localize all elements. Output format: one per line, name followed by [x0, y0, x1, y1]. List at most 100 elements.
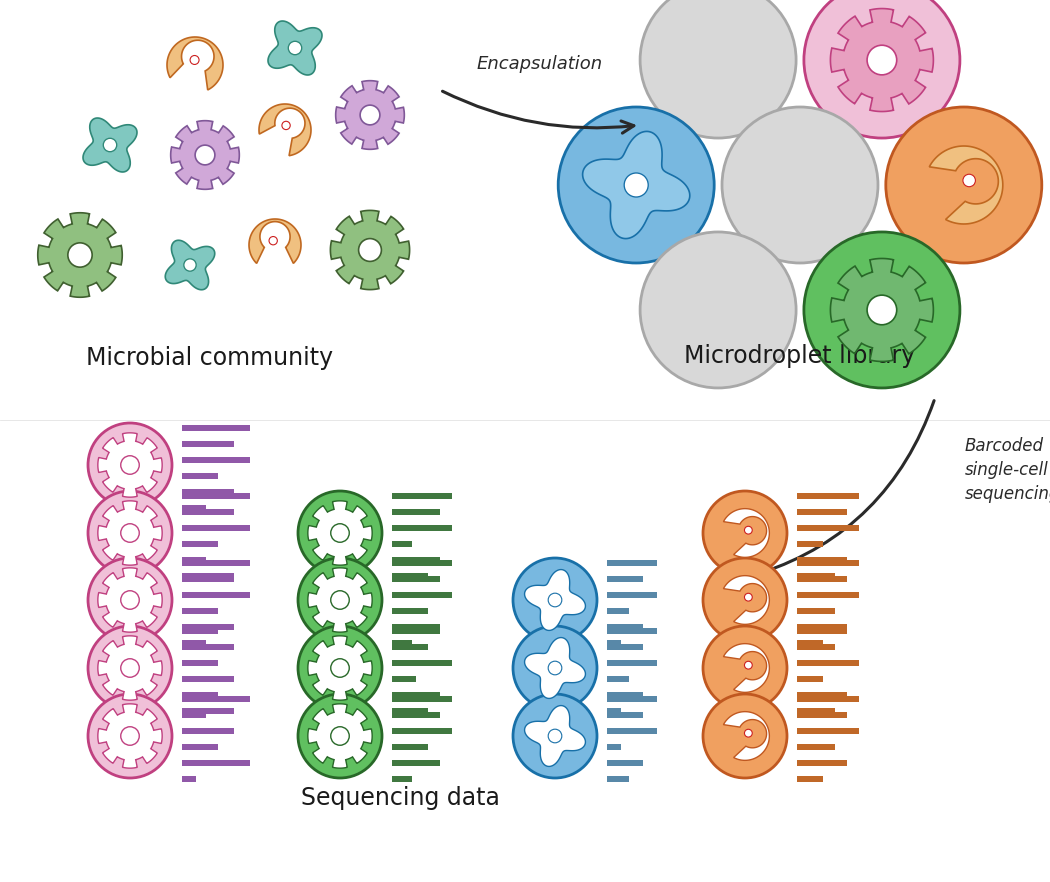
Bar: [797, 557, 847, 563]
Circle shape: [88, 694, 172, 778]
Circle shape: [624, 173, 648, 197]
Circle shape: [359, 239, 381, 261]
Circle shape: [68, 243, 92, 267]
Circle shape: [704, 558, 788, 642]
Polygon shape: [583, 131, 690, 239]
Circle shape: [704, 626, 788, 710]
Bar: [607, 624, 643, 630]
Bar: [392, 573, 428, 579]
Bar: [392, 744, 428, 750]
Bar: [607, 692, 643, 698]
Circle shape: [704, 694, 788, 778]
Bar: [182, 557, 206, 563]
Bar: [392, 644, 428, 650]
Bar: [797, 640, 823, 646]
Bar: [607, 712, 643, 718]
Text: Microbial community: Microbial community: [86, 346, 334, 370]
Bar: [392, 696, 452, 702]
Bar: [392, 692, 440, 698]
Polygon shape: [723, 509, 770, 557]
Circle shape: [744, 527, 752, 534]
Bar: [797, 509, 847, 515]
Bar: [797, 576, 847, 582]
Bar: [797, 493, 859, 499]
Circle shape: [360, 105, 380, 125]
Circle shape: [513, 626, 597, 710]
Bar: [392, 624, 440, 630]
Bar: [182, 592, 250, 598]
Bar: [797, 692, 847, 698]
Polygon shape: [723, 644, 770, 692]
Bar: [182, 489, 234, 495]
Bar: [182, 624, 234, 630]
Bar: [182, 776, 196, 782]
Circle shape: [121, 524, 140, 542]
Circle shape: [513, 558, 597, 642]
Text: Microdroplet library: Microdroplet library: [685, 344, 916, 368]
Circle shape: [121, 659, 140, 677]
Circle shape: [331, 524, 350, 542]
Circle shape: [298, 558, 382, 642]
Bar: [607, 628, 657, 634]
Polygon shape: [723, 712, 770, 760]
Circle shape: [513, 694, 597, 778]
Bar: [182, 712, 206, 718]
Circle shape: [190, 56, 200, 64]
Circle shape: [281, 122, 290, 130]
Polygon shape: [525, 706, 586, 766]
Circle shape: [121, 591, 140, 609]
Bar: [607, 776, 629, 782]
Bar: [392, 557, 440, 563]
Bar: [607, 640, 621, 646]
Polygon shape: [308, 501, 372, 565]
Bar: [797, 560, 859, 566]
Bar: [182, 473, 218, 479]
Bar: [182, 576, 234, 582]
Bar: [182, 493, 250, 499]
Circle shape: [331, 591, 350, 609]
Bar: [607, 576, 643, 582]
Circle shape: [88, 423, 172, 507]
Bar: [797, 776, 823, 782]
Bar: [182, 541, 218, 547]
Polygon shape: [336, 80, 404, 149]
Circle shape: [298, 491, 382, 575]
Bar: [182, 696, 250, 702]
Text: Sequencing data: Sequencing data: [300, 786, 500, 810]
Bar: [392, 592, 452, 598]
Bar: [182, 457, 250, 463]
Bar: [392, 628, 440, 634]
Bar: [607, 560, 657, 566]
Circle shape: [184, 258, 196, 271]
Bar: [392, 760, 440, 766]
Bar: [182, 692, 218, 698]
Bar: [182, 644, 234, 650]
Bar: [182, 505, 206, 511]
Bar: [182, 425, 250, 431]
Text: Barcoded
single-cell
sequencing: Barcoded single-cell sequencing: [965, 437, 1050, 503]
Polygon shape: [308, 704, 372, 768]
Circle shape: [298, 626, 382, 710]
Bar: [797, 696, 859, 702]
Polygon shape: [98, 636, 162, 700]
Polygon shape: [165, 240, 215, 289]
Circle shape: [886, 107, 1042, 263]
Polygon shape: [98, 501, 162, 565]
Bar: [182, 525, 250, 531]
Circle shape: [331, 727, 350, 745]
Bar: [607, 760, 643, 766]
Bar: [182, 640, 206, 646]
Bar: [607, 592, 657, 598]
Polygon shape: [98, 568, 162, 632]
Bar: [392, 493, 452, 499]
Bar: [392, 640, 412, 646]
Polygon shape: [525, 570, 586, 631]
Bar: [607, 696, 657, 702]
Circle shape: [88, 491, 172, 575]
Circle shape: [804, 0, 960, 138]
Polygon shape: [831, 9, 933, 111]
Bar: [182, 744, 218, 750]
Polygon shape: [308, 568, 372, 632]
Bar: [797, 660, 859, 666]
Bar: [797, 541, 823, 547]
